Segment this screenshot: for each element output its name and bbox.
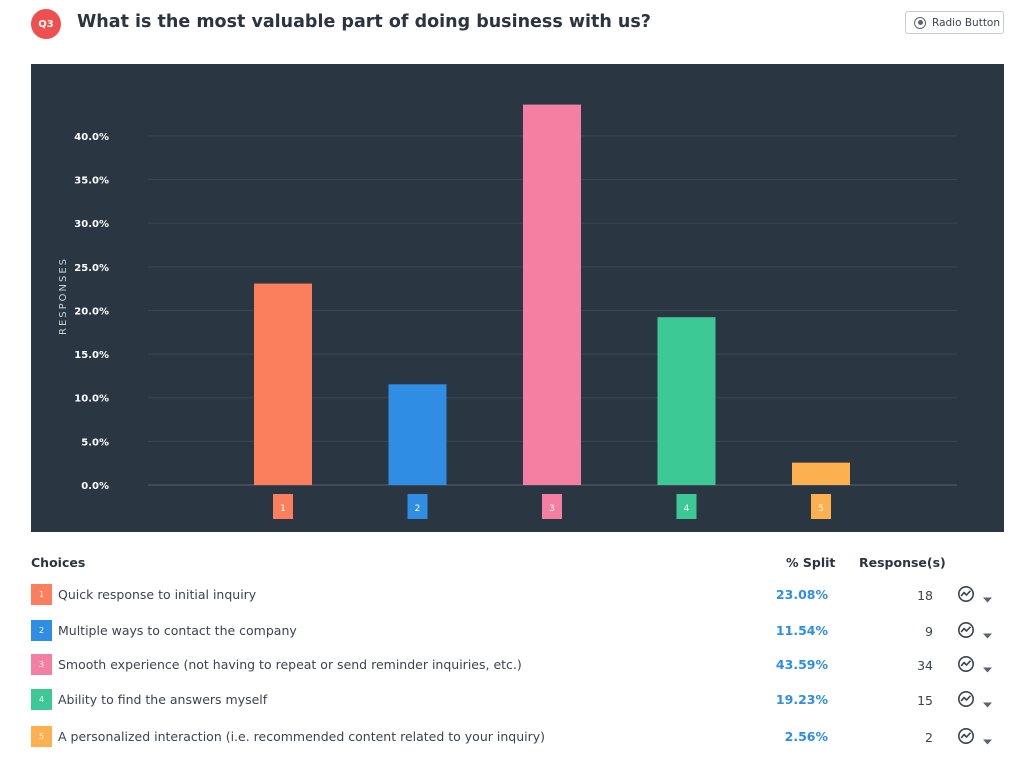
x-tick-box — [811, 494, 831, 519]
choice-count: 9 — [925, 624, 933, 639]
choice-split: 2.56% — [784, 729, 828, 744]
choice-split: 19.23% — [775, 692, 828, 707]
analytics-chart-icon[interactable] — [957, 585, 975, 607]
y-tick-label: 20.0% — [74, 306, 109, 317]
choice-number: 5 — [31, 726, 52, 747]
x-tick-box — [542, 494, 562, 519]
choice-label: Ability to find the answers myself — [58, 692, 268, 707]
question-type-label: Radio Button — [932, 16, 1001, 29]
question-title: What is the most valuable part of doing … — [77, 12, 651, 32]
y-tick-label: 5.0% — [81, 437, 109, 448]
choice-count: 15 — [917, 693, 933, 708]
question-number-badge: Q3 — [31, 9, 61, 39]
choice-split: 23.08% — [775, 587, 828, 602]
choice-label: A personalized interaction (i.e. recomme… — [58, 729, 546, 744]
bar — [388, 384, 447, 485]
table-row: 5 A personalized interaction (i.e. recomm… — [31, 726, 1004, 748]
caret-down-icon[interactable] — [982, 625, 993, 644]
choice-split: 11.54% — [775, 623, 828, 638]
x-tick-label: 5 — [818, 504, 824, 514]
choice-number: 2 — [31, 620, 52, 641]
y-axis-label: RESPONSES — [58, 257, 69, 335]
choice-count: 34 — [917, 658, 933, 673]
caret-down-icon[interactable] — [982, 694, 993, 713]
x-tick-box — [407, 494, 428, 519]
y-tick-label: 25.0% — [74, 263, 109, 274]
choice-number: 1 — [31, 584, 52, 605]
header-responses: Response(s) — [859, 555, 946, 570]
choice-count: 18 — [917, 588, 933, 603]
x-tick-label: 4 — [684, 504, 690, 514]
choice-number: 3 — [31, 654, 52, 675]
choice-number: 4 — [31, 689, 52, 710]
y-tick-label: 40.0% — [74, 132, 109, 143]
y-tick-label: 0.0% — [81, 481, 109, 492]
table-row: 4 Ability to find the answers myself 19.23… — [31, 689, 1004, 711]
caret-down-icon[interactable] — [982, 659, 993, 678]
radio-button-icon — [914, 16, 926, 29]
choice-label: Multiple ways to contact the company — [58, 623, 297, 638]
header-choices: Choices — [31, 555, 86, 570]
table-row: 3 Smooth experience (not having to repeat… — [31, 654, 1004, 676]
x-tick-box — [676, 494, 697, 519]
y-tick-label: 15.0% — [74, 350, 109, 361]
question-type-button[interactable]: Radio Button — [905, 11, 1004, 34]
table-row: 2 Multiple ways to contact the company 11.… — [31, 620, 1004, 642]
x-tick-box — [273, 494, 293, 519]
choice-count: 2 — [925, 730, 933, 745]
y-tick-label: 30.0% — [74, 219, 109, 230]
analytics-chart-icon[interactable] — [957, 621, 975, 643]
header-split: % Split — [786, 555, 836, 570]
choice-label: Smooth experience (not having to repeat … — [58, 657, 522, 672]
bar — [254, 283, 312, 485]
bar — [523, 104, 581, 485]
bar — [657, 317, 716, 485]
analytics-chart-icon[interactable] — [957, 690, 975, 712]
x-tick-label: 1 — [280, 504, 286, 514]
table-row: 1 Quick response to initial inquiry 23.08%… — [31, 584, 1004, 606]
y-tick-label: 10.0% — [74, 394, 109, 405]
bar-chart: 0.0% 5.0% 10.0% 15.0% 20.0% 25.0% 30.0% 35.0% 40… — [58, 104, 957, 519]
caret-down-icon[interactable] — [982, 731, 993, 750]
analytics-chart-icon[interactable] — [957, 655, 975, 677]
bar — [792, 462, 850, 485]
choice-split: 43.59% — [775, 657, 828, 672]
analytics-chart-icon[interactable] — [957, 727, 975, 749]
x-tick-label: 3 — [549, 504, 555, 514]
y-tick-label: 35.0% — [74, 176, 109, 187]
x-tick-label: 2 — [415, 504, 421, 514]
choice-label: Quick response to initial inquiry — [58, 587, 257, 602]
chart-panel: 0.0% 5.0% 10.0% 15.0% 20.0% 25.0% 30.0% 35.0% 40… — [31, 64, 1004, 532]
caret-down-icon[interactable] — [982, 589, 993, 608]
